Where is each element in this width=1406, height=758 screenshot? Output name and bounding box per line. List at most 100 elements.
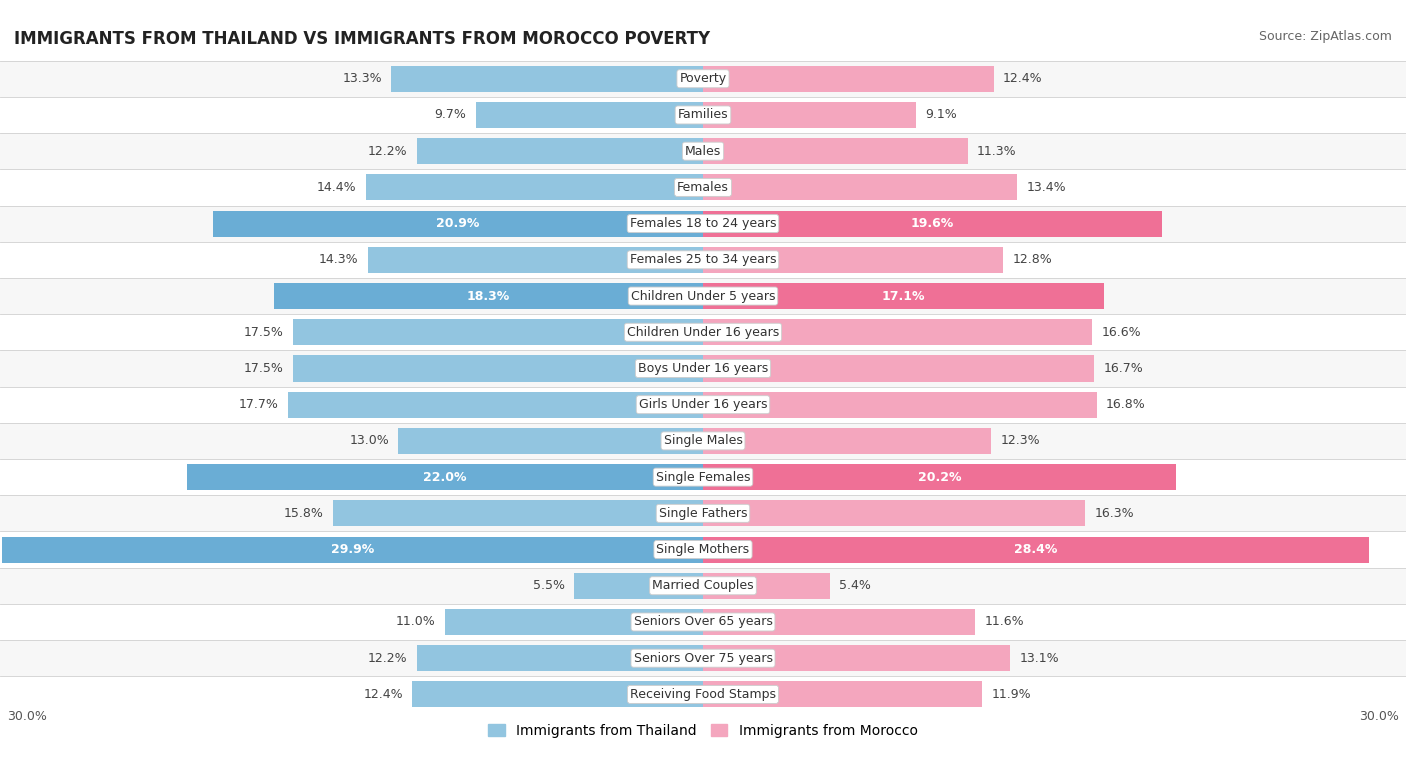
Bar <box>703 319 1092 346</box>
Bar <box>703 428 991 454</box>
Bar <box>703 573 830 599</box>
Bar <box>0 423 1406 459</box>
Bar <box>446 609 703 635</box>
Bar <box>0 495 1406 531</box>
Bar <box>703 102 917 128</box>
Bar <box>703 645 1010 672</box>
Text: Females 18 to 24 years: Females 18 to 24 years <box>630 217 776 230</box>
Text: 28.4%: 28.4% <box>1014 543 1057 556</box>
Bar <box>0 459 1406 495</box>
Bar <box>0 242 1406 278</box>
Bar <box>703 609 974 635</box>
Bar <box>187 464 703 490</box>
Bar <box>412 681 703 707</box>
Text: Males: Males <box>685 145 721 158</box>
Text: Poverty: Poverty <box>679 72 727 85</box>
Bar <box>0 205 1406 242</box>
Text: Single Males: Single Males <box>664 434 742 447</box>
Text: Single Fathers: Single Fathers <box>659 507 747 520</box>
Text: Single Mothers: Single Mothers <box>657 543 749 556</box>
Text: 11.9%: 11.9% <box>991 688 1031 701</box>
Text: 17.5%: 17.5% <box>243 362 284 375</box>
Text: Females: Females <box>678 181 728 194</box>
Text: 16.8%: 16.8% <box>1107 398 1146 411</box>
Bar <box>418 138 703 164</box>
Bar <box>703 138 967 164</box>
Bar <box>0 676 1406 713</box>
Text: 12.4%: 12.4% <box>1002 72 1043 85</box>
Text: 20.2%: 20.2% <box>918 471 962 484</box>
Text: 22.0%: 22.0% <box>423 471 467 484</box>
Bar <box>703 174 1017 200</box>
Bar <box>0 568 1406 604</box>
Bar <box>292 319 703 346</box>
Bar <box>214 211 703 236</box>
Text: Families: Families <box>678 108 728 121</box>
Bar <box>366 174 703 200</box>
Bar <box>274 283 703 309</box>
Text: Children Under 16 years: Children Under 16 years <box>627 326 779 339</box>
Text: 12.8%: 12.8% <box>1012 253 1052 266</box>
Text: 11.0%: 11.0% <box>396 615 436 628</box>
Text: IMMIGRANTS FROM THAILAND VS IMMIGRANTS FROM MOROCCO POVERTY: IMMIGRANTS FROM THAILAND VS IMMIGRANTS F… <box>14 30 710 49</box>
Text: 14.4%: 14.4% <box>316 181 356 194</box>
Bar <box>703 537 1368 562</box>
Bar <box>288 392 703 418</box>
Bar <box>703 500 1085 526</box>
Text: 13.0%: 13.0% <box>349 434 389 447</box>
Bar <box>0 314 1406 350</box>
Text: 17.7%: 17.7% <box>239 398 278 411</box>
Bar <box>703 392 1097 418</box>
Text: 19.6%: 19.6% <box>911 217 955 230</box>
Text: 14.3%: 14.3% <box>319 253 359 266</box>
Text: Boys Under 16 years: Boys Under 16 years <box>638 362 768 375</box>
Text: 30.0%: 30.0% <box>7 709 46 723</box>
Bar <box>703 464 1177 490</box>
Text: 29.9%: 29.9% <box>330 543 374 556</box>
Text: 16.7%: 16.7% <box>1104 362 1143 375</box>
Text: 12.2%: 12.2% <box>368 145 408 158</box>
Text: 9.7%: 9.7% <box>434 108 467 121</box>
Text: 9.1%: 9.1% <box>925 108 957 121</box>
Bar <box>0 531 1406 568</box>
Text: Receiving Food Stamps: Receiving Food Stamps <box>630 688 776 701</box>
Bar <box>703 66 994 92</box>
Bar <box>333 500 703 526</box>
Bar <box>0 97 1406 133</box>
Text: 12.3%: 12.3% <box>1001 434 1040 447</box>
Bar <box>0 640 1406 676</box>
Bar <box>574 573 703 599</box>
Text: Source: ZipAtlas.com: Source: ZipAtlas.com <box>1258 30 1392 43</box>
Text: Married Couples: Married Couples <box>652 579 754 592</box>
Text: 11.3%: 11.3% <box>977 145 1017 158</box>
Text: 16.3%: 16.3% <box>1094 507 1135 520</box>
Text: 5.5%: 5.5% <box>533 579 565 592</box>
Text: Single Females: Single Females <box>655 471 751 484</box>
Text: Children Under 5 years: Children Under 5 years <box>631 290 775 302</box>
Text: 12.2%: 12.2% <box>368 652 408 665</box>
Text: Girls Under 16 years: Girls Under 16 years <box>638 398 768 411</box>
Bar <box>292 356 703 381</box>
Bar <box>703 283 1104 309</box>
Text: 13.3%: 13.3% <box>342 72 382 85</box>
Text: 15.8%: 15.8% <box>284 507 323 520</box>
Bar <box>703 247 1002 273</box>
Text: 11.6%: 11.6% <box>984 615 1024 628</box>
Text: 13.1%: 13.1% <box>1019 652 1059 665</box>
Bar <box>703 681 981 707</box>
Bar <box>3 537 703 562</box>
Text: Females 25 to 34 years: Females 25 to 34 years <box>630 253 776 266</box>
Bar <box>0 350 1406 387</box>
Text: 18.3%: 18.3% <box>467 290 510 302</box>
Text: 12.4%: 12.4% <box>363 688 404 701</box>
Bar <box>0 387 1406 423</box>
Bar <box>418 645 703 672</box>
Text: 30.0%: 30.0% <box>1360 709 1399 723</box>
Text: 16.6%: 16.6% <box>1101 326 1142 339</box>
Text: Seniors Over 75 years: Seniors Over 75 years <box>634 652 772 665</box>
Text: Seniors Over 65 years: Seniors Over 65 years <box>634 615 772 628</box>
Text: 5.4%: 5.4% <box>839 579 870 592</box>
Bar <box>0 61 1406 97</box>
Bar <box>0 604 1406 640</box>
Bar <box>475 102 703 128</box>
